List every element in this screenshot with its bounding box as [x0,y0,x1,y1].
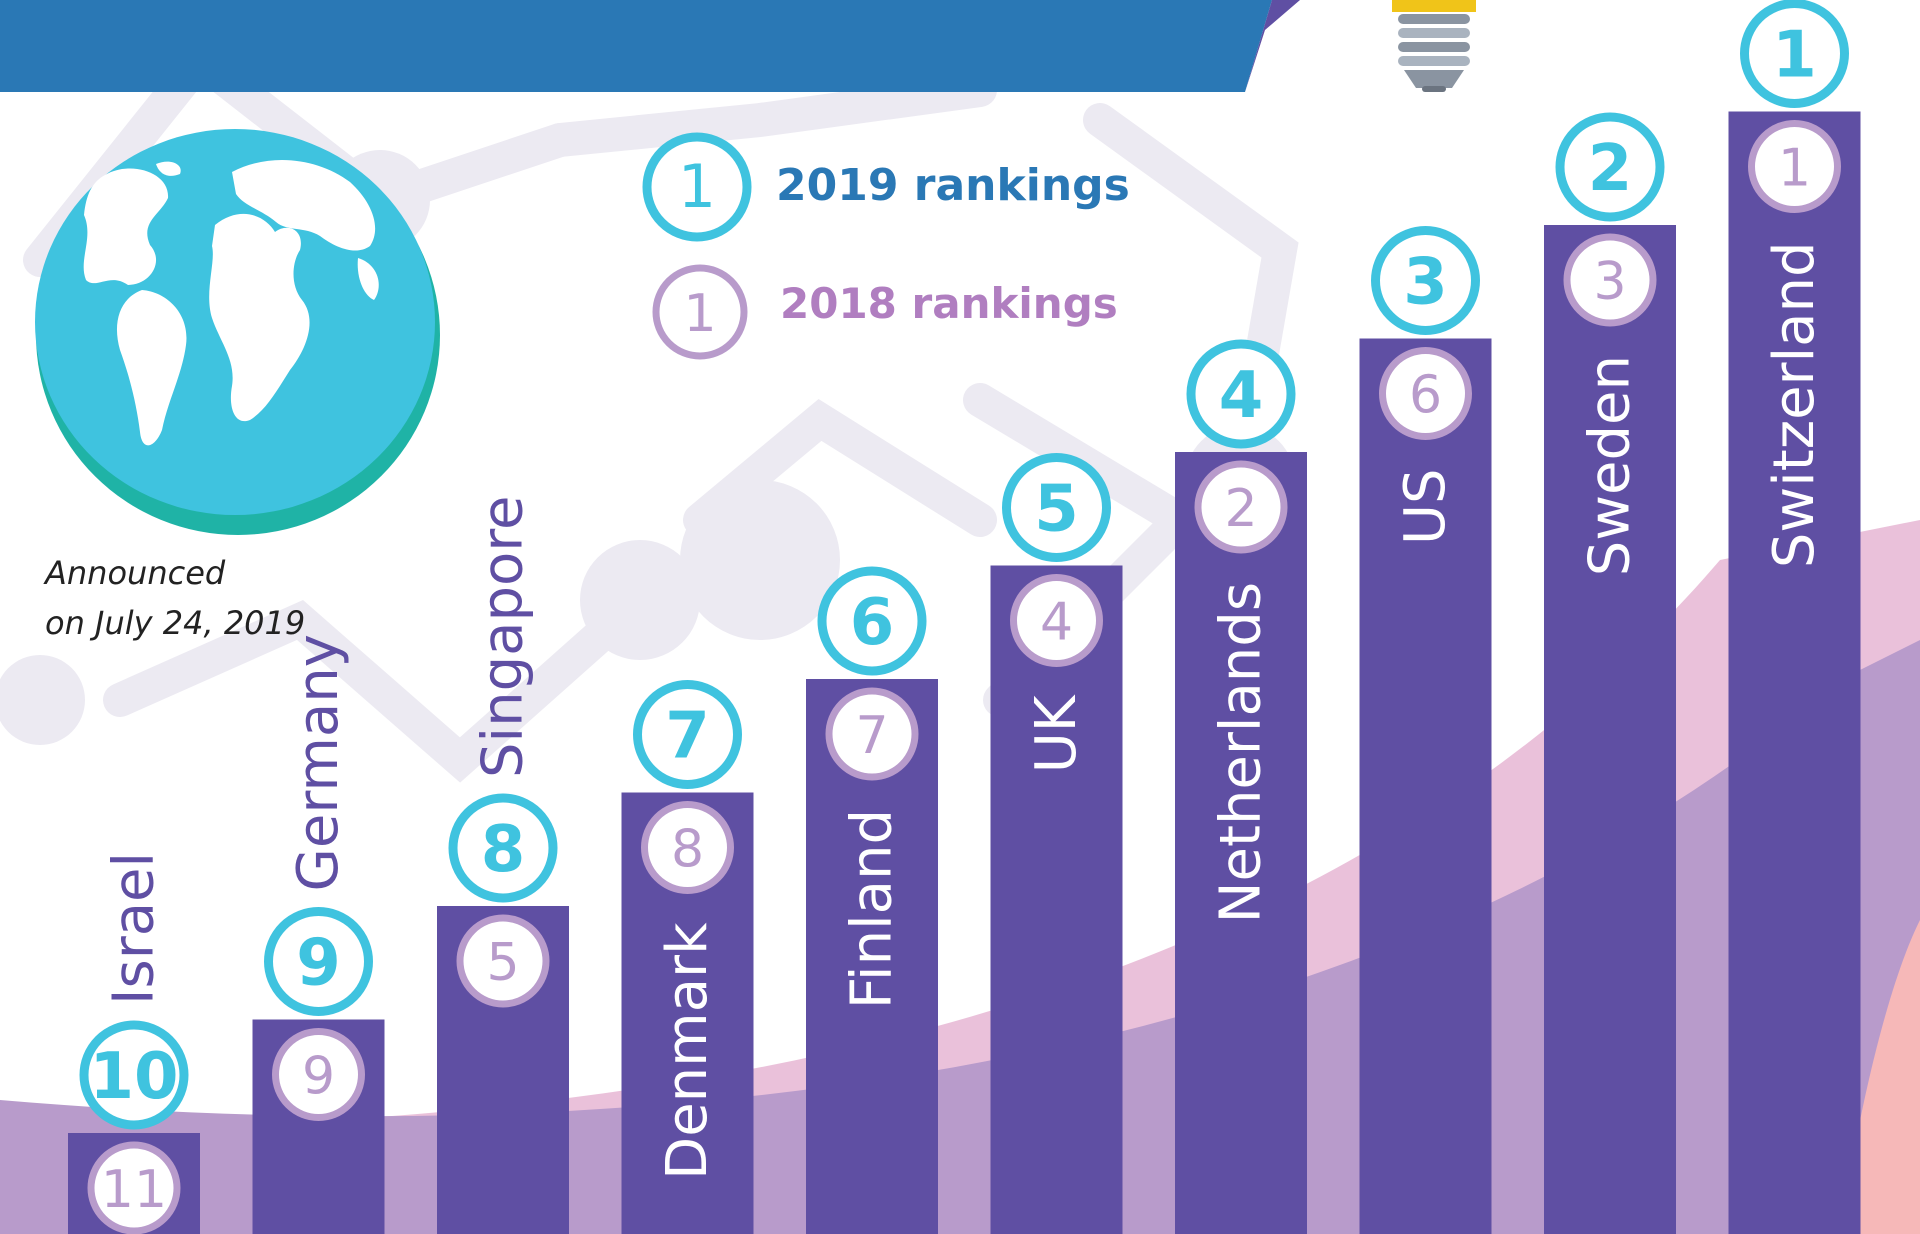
rank-2018-label-switzerland: 1 [1778,139,1811,199]
rank-2019-circle-singapore [448,793,558,903]
rank-2018-label-finland: 7 [855,706,888,766]
country-label-finland: Finland [840,809,905,1009]
country-label-germany: Germany [286,634,351,891]
country-label-us: US [1393,469,1458,546]
rank-2019-circle-switzerland [1740,0,1849,108]
rank-2019-circle-netherlands [1186,339,1296,449]
rank-2019-circle-israel [79,1020,189,1130]
rank-2018-label-uk: 4 [1040,593,1073,653]
globe-icon [35,129,440,535]
header-band [0,0,1272,92]
rank-2019-label-israel: 10 [89,1040,178,1114]
rank-2018-circle-germany [272,1028,365,1121]
rank-2018-label-singapore: 5 [486,933,519,993]
lightbulb-icon [1382,0,1486,100]
rank-2018-label-us: 6 [1409,366,1442,426]
country-label-netherlands: Netherlands [1209,582,1274,923]
rank-2019-circle-uk [1002,453,1111,562]
bar-netherlands [1175,452,1307,1234]
rank-2018-circle-switzerland [1748,120,1841,213]
ranking-bar-chart: 1110Israel99Germany58Singapore87Denmark7… [68,0,1861,1234]
country-label-denmark: Denmark [655,922,720,1180]
rank-2018-circle-denmark [641,801,734,894]
bar-sweden [1544,225,1676,1234]
rank-2018-circle-sweden [1563,233,1657,327]
rank-2019-circle-us [1371,226,1480,335]
rank-2019-label-netherlands: 4 [1219,359,1264,433]
rank-2019-label-finland: 6 [850,586,895,660]
rank-2018-label-israel: 11 [101,1160,167,1220]
country-label-uk: UK [1024,694,1089,773]
rank-2018-circle-netherlands [1194,460,1288,554]
rank-2019-circle-finland [817,566,927,676]
rank-2019-label-germany: 9 [296,927,341,1001]
legend-marker-2019 [642,132,752,242]
legend-marker-2018-number: 1 [683,284,716,344]
rank-2019-circle-denmark [633,680,742,789]
country-label-singapore: Singapore [471,495,536,778]
rank-2018-label-germany: 9 [302,1047,335,1107]
rank-2019-label-sweden: 2 [1588,132,1633,206]
legend-label-2018: 2018 rankings [780,279,1118,328]
note-line-1: Announced [43,554,226,592]
legend: 1 2019 rankings 1 2018 rankings [642,132,1130,360]
bar-switzerland [1728,111,1861,1234]
country-label-sweden: Sweden [1578,355,1643,576]
rank-2019-circle-germany [264,907,373,1016]
legend-marker-2018 [652,264,748,360]
rank-2018-circle-uk [1010,574,1103,667]
header-accent [1245,0,1300,92]
rank-2019-circle-sweden [1555,112,1665,222]
rank-2018-circle-israel [87,1141,181,1234]
rank-2018-label-sweden: 3 [1593,252,1626,312]
rank-2018-label-denmark: 8 [671,820,704,880]
legend-marker-2019-number: 1 [678,152,716,222]
rank-2018-circle-singapore [456,914,550,1008]
rank-2018-label-netherlands: 2 [1224,479,1257,539]
rank-2019-label-denmark: 7 [665,700,710,774]
country-label-israel: Israel [102,852,167,1005]
bar-us [1359,338,1492,1234]
rank-2019-label-uk: 5 [1034,473,1079,547]
country-label-switzerland: Switzerland [1762,242,1827,569]
rank-2019-label-us: 3 [1403,246,1448,320]
bar-uk [990,565,1123,1234]
rank-2018-circle-us [1379,347,1472,440]
rank-2019-label-switzerland: 1 [1772,19,1817,93]
rank-2018-circle-finland [825,687,919,781]
legend-label-2019: 2019 rankings [776,160,1130,211]
rank-2019-label-singapore: 8 [481,813,526,887]
note-line-2: on July 24, 2019 [45,604,305,642]
